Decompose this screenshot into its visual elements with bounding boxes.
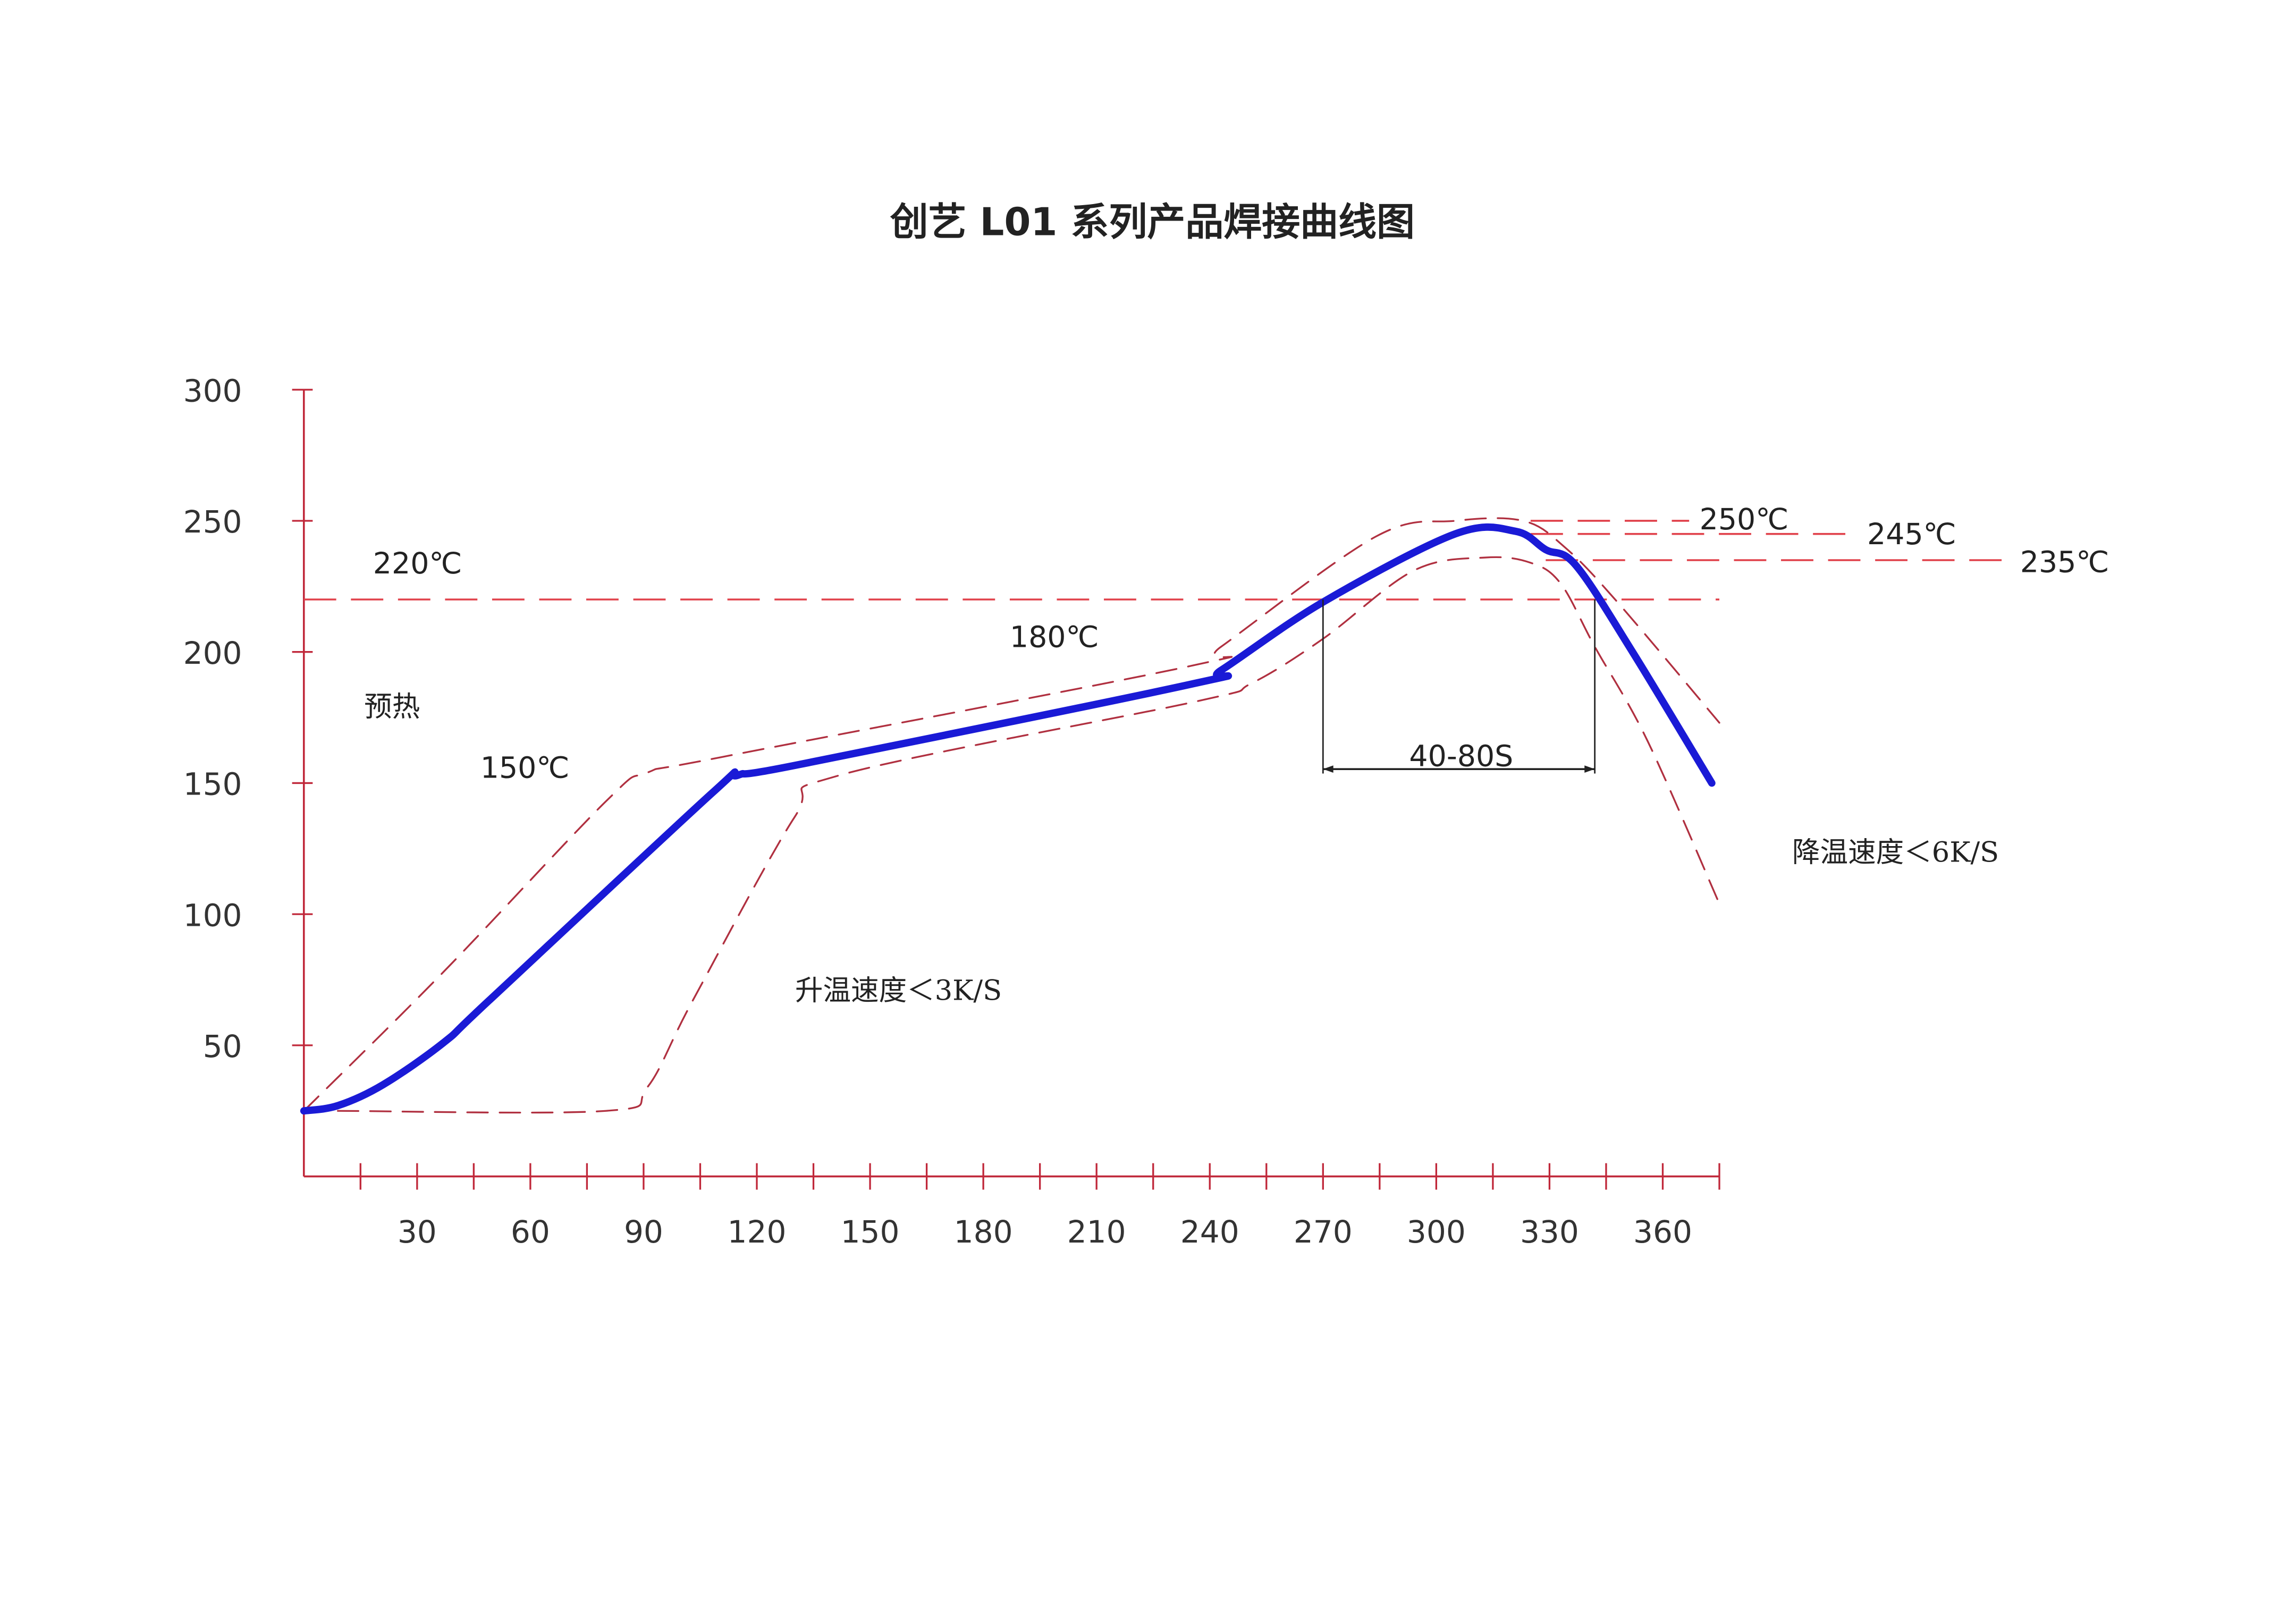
ref-label-245: 245℃ — [1867, 518, 1956, 552]
x-tick-label: 360 — [1633, 1214, 1692, 1250]
arrow-right-icon — [1584, 765, 1595, 773]
x-tick-label: 30 — [398, 1214, 437, 1250]
interval-dimension — [1322, 599, 1596, 774]
chart-title: 创艺 L01 系列产品焊接曲线图 — [890, 200, 1415, 244]
x-tick-label: 90 — [624, 1214, 663, 1250]
y-tick-label: 50 — [203, 1028, 242, 1065]
ref-label-235: 235℃ — [2020, 545, 2109, 579]
x-tick-label: 300 — [1407, 1214, 1466, 1250]
reference-lines — [303, 520, 2014, 601]
x-tick-label: 240 — [1180, 1214, 1239, 1250]
series-upper-limit — [303, 517, 1720, 1112]
annotation-preheat: 预热 — [364, 691, 420, 723]
annotation-ramp-up: 升温速度＜3K/S — [795, 975, 1002, 1007]
x-tick-label: 150 — [841, 1214, 900, 1250]
annotation-ramp-down: 降温速度＜6K/S — [1792, 836, 1999, 868]
interval-label: 40-80S — [1409, 740, 1513, 774]
annotation-180: 180℃ — [1010, 620, 1099, 654]
y-tick-label: 200 — [183, 635, 242, 671]
series-group — [300, 517, 1720, 1115]
series-lower-limit — [337, 556, 1720, 1114]
annotation-150: 150℃ — [480, 751, 570, 785]
arrow-left-icon — [1323, 765, 1333, 773]
x-tick-label: 120 — [728, 1214, 787, 1250]
x-tick-label: 60 — [511, 1214, 550, 1250]
y-tick-label: 250 — [183, 504, 242, 540]
y-tick-label: 100 — [183, 897, 242, 933]
x-tick-label: 210 — [1067, 1214, 1126, 1250]
axes: 30 60 90 120 150 180 210 240 270 300 330 360 50 100 15… — [183, 373, 1720, 1250]
x-tick-label: 180 — [954, 1214, 1013, 1250]
x-tick-label: 330 — [1520, 1214, 1579, 1250]
y-tick-label: 300 — [183, 373, 242, 409]
series-profile — [300, 523, 1716, 1115]
x-tick-label: 270 — [1294, 1214, 1353, 1250]
ref-label-220: 220℃ — [373, 547, 462, 581]
ref-label-250: 250℃ — [1700, 503, 1789, 537]
y-tick-label: 150 — [183, 766, 242, 802]
